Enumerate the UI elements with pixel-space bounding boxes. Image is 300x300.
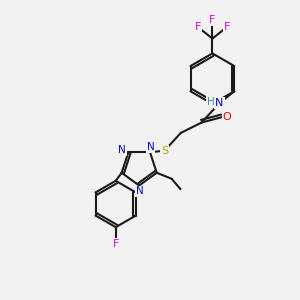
Text: N: N — [147, 142, 154, 152]
Text: H: H — [207, 97, 215, 107]
Text: S: S — [161, 146, 168, 156]
Text: F: F — [224, 22, 230, 32]
Text: N: N — [215, 98, 224, 108]
Text: F: F — [195, 22, 201, 32]
Text: O: O — [223, 112, 232, 122]
Text: N: N — [118, 145, 126, 155]
Text: N: N — [136, 187, 144, 196]
Text: F: F — [209, 15, 216, 25]
Text: F: F — [112, 238, 119, 248]
